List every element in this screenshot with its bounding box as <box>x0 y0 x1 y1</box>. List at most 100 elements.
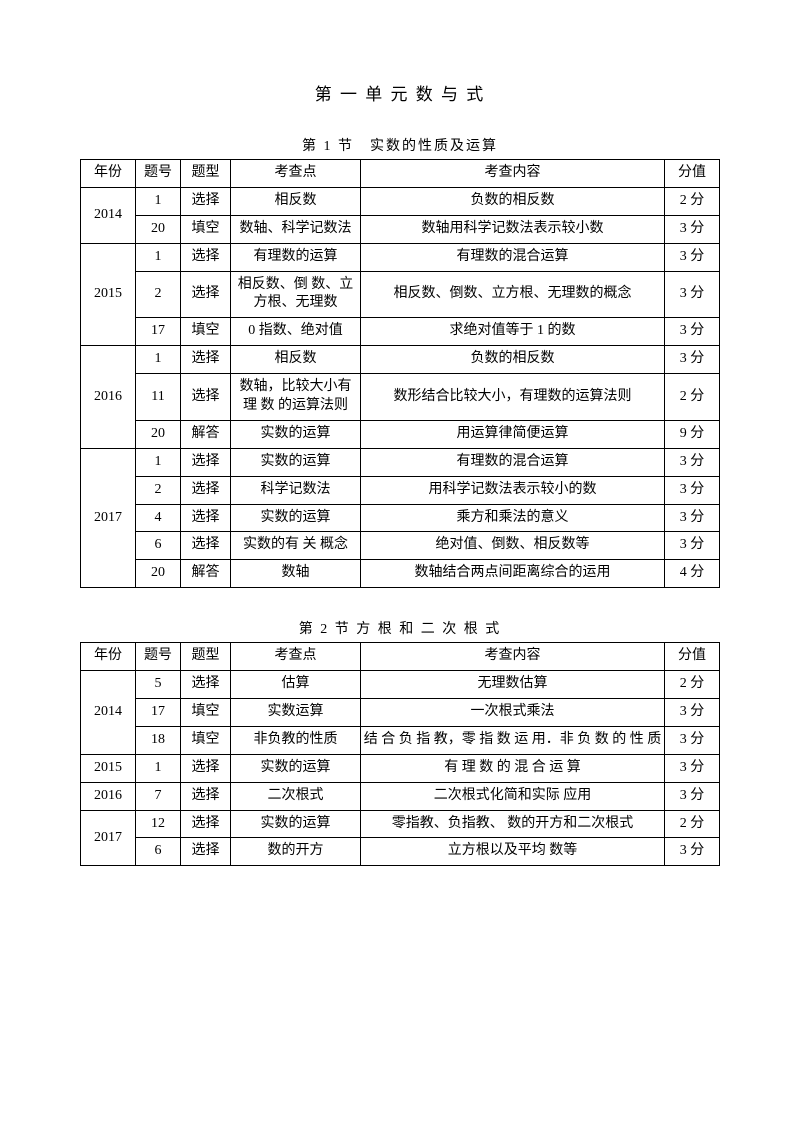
table-row: 20145选择估算无理数估算2 分 <box>81 671 720 699</box>
table-cell: 一次根式乘法 <box>361 699 665 727</box>
table-cell: 负数的相反数 <box>361 346 665 374</box>
table-cell: 3 分 <box>665 346 720 374</box>
table-cell: 3 分 <box>665 215 720 243</box>
table-cell: 选择 <box>181 346 231 374</box>
table-row: 20151选择有理数的运算有理数的混合运算3 分 <box>81 243 720 271</box>
table-cell: 1 <box>136 448 181 476</box>
table-cell: 求绝对值等于 1 的数 <box>361 318 665 346</box>
table-cell: 20 <box>136 560 181 588</box>
table-cell: 选择 <box>181 271 231 318</box>
table-cell: 2 <box>136 271 181 318</box>
table-row: 20141选择相反数负数的相反数2 分 <box>81 187 720 215</box>
table-cell: 4 分 <box>665 560 720 588</box>
table-header-cell: 题号 <box>136 160 181 188</box>
table-header-cell: 题号 <box>136 643 181 671</box>
table-cell: 数形结合比较大小，有理数的运算法则 <box>361 374 665 421</box>
year-cell: 2017 <box>81 448 136 587</box>
section-2-title: 第 2 节 方 根 和 二 次 根 式 <box>80 618 720 638</box>
table-row: 20151选择实数的运算有 理 数 的 混 合 运 算3 分 <box>81 754 720 782</box>
table-row: 17填空实数运算一次根式乘法3 分 <box>81 699 720 727</box>
table-cell: 选择 <box>181 476 231 504</box>
table-cell: 2 分 <box>665 374 720 421</box>
table-row: 4选择实数的运算乘方和乘法的意义3 分 <box>81 504 720 532</box>
year-cell: 2015 <box>81 754 136 782</box>
table-section-1: 年份题号题型考查点考查内容分值20141选择相反数负数的相反数2 分20填空数轴… <box>80 159 720 588</box>
table-cell: 实数运算 <box>231 699 361 727</box>
year-cell: 2015 <box>81 243 136 346</box>
page-title: 第 一 单 元 数 与 式 <box>80 80 720 105</box>
table-cell: 3 分 <box>665 448 720 476</box>
table-cell: 用运算律简便运算 <box>361 420 665 448</box>
table-cell: 20 <box>136 420 181 448</box>
table-row: 2选择科学记数法用科学记数法表示较小的数3 分 <box>81 476 720 504</box>
table-cell: 实数的运算 <box>231 448 361 476</box>
table-cell: 相反数 <box>231 187 361 215</box>
table-cell: 9 分 <box>665 420 720 448</box>
table-row: 20161选择相反数负数的相反数3 分 <box>81 346 720 374</box>
table-cell: 数轴用科学记数法表示较小数 <box>361 215 665 243</box>
table-row: 20填空数轴、科学记数法数轴用科学记数法表示较小数3 分 <box>81 215 720 243</box>
table-cell: 数轴、科学记数法 <box>231 215 361 243</box>
table-row: 6选择数的开方立方根以及平均 数等3 分 <box>81 838 720 866</box>
year-cell: 2016 <box>81 782 136 810</box>
table-cell: 选择 <box>181 504 231 532</box>
table-header-cell: 考查内容 <box>361 160 665 188</box>
table-cell: 3 分 <box>665 504 720 532</box>
table-cell: 结 合 负 指 教，零 指 数 运 用．非 负 数 的 性 质 <box>361 726 665 754</box>
table-cell: 解答 <box>181 560 231 588</box>
table-cell: 选择 <box>181 374 231 421</box>
table-cell: 数轴结合两点间距离综合的运用 <box>361 560 665 588</box>
table-header-cell: 分值 <box>665 643 720 671</box>
table-cell: 填空 <box>181 699 231 727</box>
table-cell: 填空 <box>181 726 231 754</box>
table-cell: 3 分 <box>665 699 720 727</box>
year-cell: 2017 <box>81 810 136 866</box>
table-row: 20171选择实数的运算有理数的混合运算3 分 <box>81 448 720 476</box>
table-cell: 3 分 <box>665 726 720 754</box>
table-cell: 二次根式 <box>231 782 361 810</box>
table-row: 20解答实数的运算用运算律简便运算9 分 <box>81 420 720 448</box>
table-row: 201712选择实数的运算零指教、负指教、 数的开方和二次根式2 分 <box>81 810 720 838</box>
table-cell: 选择 <box>181 782 231 810</box>
table-header-cell: 考查点 <box>231 643 361 671</box>
table-cell: 2 分 <box>665 187 720 215</box>
table-section-2: 年份题号题型考查点考查内容分值20145选择估算无理数估算2 分17填空实数运算… <box>80 642 720 866</box>
table-cell: 估算 <box>231 671 361 699</box>
table-cell: 3 分 <box>665 782 720 810</box>
table-cell: 有 理 数 的 混 合 运 算 <box>361 754 665 782</box>
table-cell: 1 <box>136 754 181 782</box>
table-cell: 乘方和乘法的意义 <box>361 504 665 532</box>
table-cell: 实数的运算 <box>231 754 361 782</box>
table-cell: 实数的运算 <box>231 504 361 532</box>
table-cell: 6 <box>136 532 181 560</box>
table-header-cell: 年份 <box>81 643 136 671</box>
table-cell: 数的开方 <box>231 838 361 866</box>
table-header-cell: 考查点 <box>231 160 361 188</box>
table-cell: 有理数的混合运算 <box>361 448 665 476</box>
table-cell: 6 <box>136 838 181 866</box>
table-cell: 选择 <box>181 810 231 838</box>
table-row: 11选择数轴，比较大小有理 数 的运算法则数形结合比较大小，有理数的运算法则2 … <box>81 374 720 421</box>
table-cell: 3 分 <box>665 243 720 271</box>
table-cell: 有理数的混合运算 <box>361 243 665 271</box>
table-cell: 12 <box>136 810 181 838</box>
table-cell: 2 分 <box>665 810 720 838</box>
table-cell: 零指教、负指教、 数的开方和二次根式 <box>361 810 665 838</box>
table-cell: 1 <box>136 187 181 215</box>
table-row: 2选择相反数、倒 数、立方根、无理数相反数、倒数、立方根、无理数的概念3 分 <box>81 271 720 318</box>
table-row: 6选择实数的有 关 概念绝对值、倒数、相反数等3 分 <box>81 532 720 560</box>
table-header-cell: 分值 <box>665 160 720 188</box>
table-row: 18填空非负教的性质结 合 负 指 教，零 指 数 运 用．非 负 数 的 性 … <box>81 726 720 754</box>
table-cell: 二次根式化简和实际 应用 <box>361 782 665 810</box>
table-header-cell: 题型 <box>181 160 231 188</box>
table-cell: 实数的运算 <box>231 420 361 448</box>
table-header-cell: 题型 <box>181 643 231 671</box>
table-cell: 1 <box>136 243 181 271</box>
table-cell: 填空 <box>181 318 231 346</box>
table-cell: 选择 <box>181 448 231 476</box>
table-cell: 18 <box>136 726 181 754</box>
table-cell: 7 <box>136 782 181 810</box>
table-cell: 用科学记数法表示较小的数 <box>361 476 665 504</box>
table-cell: 非负教的性质 <box>231 726 361 754</box>
table-cell: 解答 <box>181 420 231 448</box>
